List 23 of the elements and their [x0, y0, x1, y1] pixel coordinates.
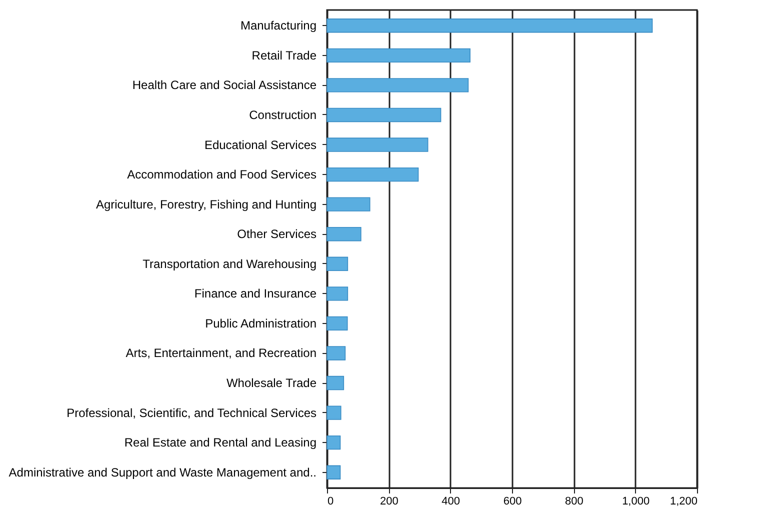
y-tick-label: Construction — [249, 108, 316, 122]
y-tick-label: Finance and Insurance — [194, 286, 317, 301]
x-tick-label: 800 — [564, 496, 584, 508]
y-tick-label: Other Services — [237, 227, 316, 242]
y-tick-label: Public Administration — [205, 316, 316, 330]
y-tick-label: Agriculture, Forestry, Fishing and Hunting — [96, 197, 316, 212]
y-tick-label: Transportation and Warehousing — [142, 256, 316, 271]
x-tick-label: 600 — [503, 496, 522, 508]
y-tick-label: Professional, Scientific, and Technical Services — [66, 406, 316, 420]
x-tick-label: 0 — [328, 496, 334, 508]
y-tick-label: Manufacturing — [240, 18, 316, 33]
y-tick-label: Real Estate and Rental and Leasing — [124, 436, 316, 450]
x-tick-label: 1,000 — [622, 496, 650, 508]
x-tick-label: 1,200 — [670, 496, 698, 508]
y-tick-label: Administrative and Support and Waste Management and.. — [8, 465, 316, 480]
y-tick-label: Health Care and Social Assistance — [132, 78, 317, 92]
y-tick-label: Wholesale Trade — [226, 376, 317, 390]
x-tick-label: 200 — [380, 496, 398, 508]
y-tick-label: Educational Services — [204, 138, 316, 152]
x-tick-label: 400 — [442, 496, 460, 508]
y-tick-label: Retail Trade — [252, 48, 317, 62]
y-tick-label: Accommodation and Food Services — [127, 168, 316, 182]
y-tick-label: Arts, Entertainment, and Recreation — [126, 346, 316, 360]
